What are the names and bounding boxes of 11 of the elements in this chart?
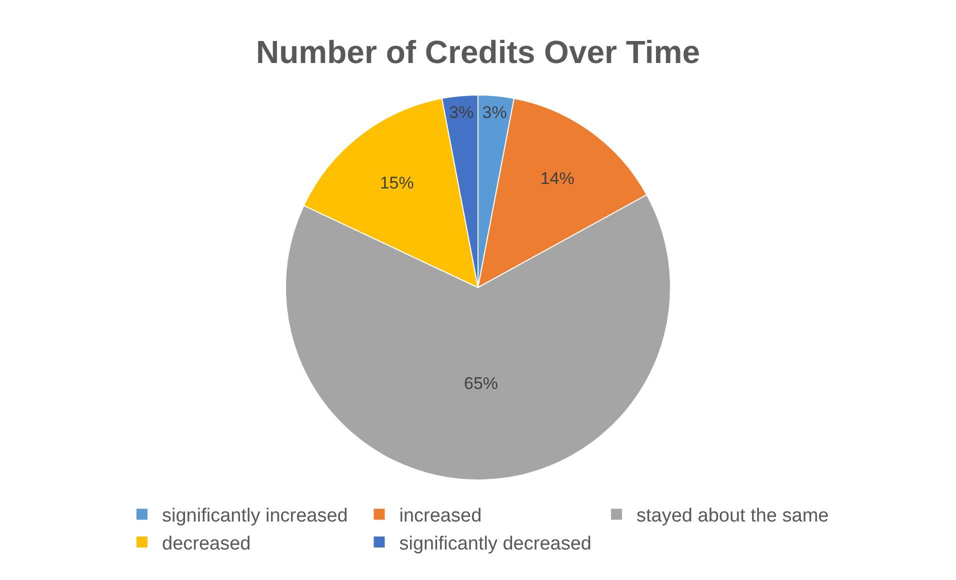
data-label: 65%: [464, 374, 498, 394]
chart-title: Number of Credits Over Time: [256, 34, 700, 70]
legend-label: increased: [399, 506, 482, 527]
data-label: 15%: [380, 173, 414, 192]
data-label: 14%: [540, 168, 574, 188]
legend-label: significantly decreased: [399, 533, 592, 554]
data-label: 3%: [449, 102, 474, 122]
data-label: 3%: [482, 102, 507, 122]
legend-label: stayed about the same: [636, 506, 829, 527]
legend-label: decreased: [162, 533, 251, 554]
legend-label: significantly increased: [162, 506, 348, 527]
